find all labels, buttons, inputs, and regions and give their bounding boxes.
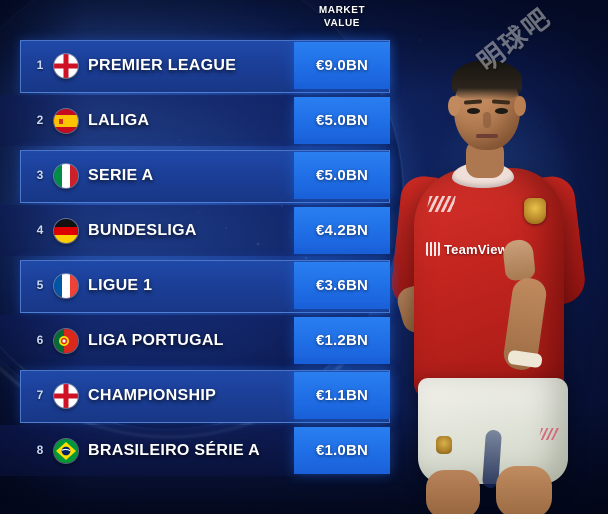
table-row[interactable]: 7 CHAMPIONSHIP €1.1BN bbox=[0, 368, 400, 423]
row-rank: 7 bbox=[36, 388, 44, 402]
row-league-name: CHAMPIONSHIP bbox=[88, 387, 217, 404]
player-ear-right bbox=[514, 96, 526, 116]
table-row[interactable]: 4 BUNDESLIGA €4.2BN bbox=[0, 203, 400, 258]
row-rank: 8 bbox=[36, 443, 44, 457]
player-thigh-right bbox=[496, 466, 552, 514]
flag-icon-brazil bbox=[54, 439, 78, 463]
market-value-header-line2: VALUE bbox=[323, 18, 361, 29]
table-row[interactable]: 8 BRASILEIRO SÉRIE A €1.0BN bbox=[0, 423, 400, 478]
row-league-name: BUNDESLIGA bbox=[88, 222, 197, 239]
flag-icon-germany bbox=[54, 219, 78, 243]
adidas-stripes-icon bbox=[426, 196, 456, 212]
flag-icon-italy bbox=[54, 164, 78, 188]
row-rank: 4 bbox=[36, 223, 44, 237]
league-ranking-list: 1 PREMIER LEAGUE €9.0BN 2 LALIGA €5.0BN 3 SERIE… bbox=[0, 38, 400, 478]
player-photo: TeamViewer bbox=[392, 0, 608, 514]
row-league-name: LALIGA bbox=[88, 112, 150, 129]
row-market-value: €9.0BN bbox=[294, 42, 390, 89]
sponsor-logo-icon bbox=[426, 242, 440, 256]
club-crest-icon bbox=[524, 198, 546, 224]
player-eye-left bbox=[467, 108, 480, 114]
player-thigh-left bbox=[426, 470, 480, 514]
player-nose bbox=[483, 112, 491, 128]
row-market-value: €5.0BN bbox=[294, 152, 390, 199]
table-row[interactable]: 2 LALIGA €5.0BN bbox=[0, 93, 400, 148]
row-league-name: LIGUE 1 bbox=[88, 277, 153, 294]
player-eye-right bbox=[495, 108, 508, 114]
player-mouth bbox=[476, 134, 498, 138]
row-league-name: LIGA PORTUGAL bbox=[88, 332, 224, 349]
player-ear-left bbox=[448, 96, 460, 116]
market-value-header: MARKET VALUE bbox=[294, 4, 390, 30]
flag-icon-portugal bbox=[54, 329, 78, 353]
table-row[interactable]: 5 LIGUE 1 €3.6BN bbox=[0, 258, 400, 313]
list-bottom-fade bbox=[0, 496, 400, 514]
row-rank: 2 bbox=[36, 113, 44, 127]
market-value-header-line1: MARKET bbox=[318, 5, 366, 16]
row-rank: 5 bbox=[36, 278, 44, 292]
flag-icon-england bbox=[54, 384, 78, 408]
shorts-crest-icon bbox=[436, 436, 452, 454]
player-hand bbox=[501, 238, 537, 282]
table-row[interactable]: 3 SERIE A €5.0BN bbox=[0, 148, 400, 203]
table-row[interactable]: 6 LIGA PORTUGAL €1.2BN bbox=[0, 313, 400, 368]
row-market-value: €3.6BN bbox=[294, 262, 390, 309]
row-market-value: €5.0BN bbox=[294, 97, 390, 144]
flag-icon-england bbox=[54, 54, 78, 78]
row-rank: 3 bbox=[36, 168, 44, 182]
sponsor-label: TeamViewer bbox=[444, 242, 521, 257]
shorts-adidas-icon bbox=[538, 428, 560, 440]
row-rank: 6 bbox=[36, 333, 44, 347]
table-row[interactable]: 1 PREMIER LEAGUE €9.0BN bbox=[0, 38, 400, 93]
row-rank: 1 bbox=[36, 58, 44, 72]
row-market-value: €1.2BN bbox=[294, 317, 390, 364]
shirt-sponsor-text: TeamViewer bbox=[426, 242, 542, 262]
row-league-name: BRASILEIRO SÉRIE A bbox=[88, 442, 260, 459]
row-league-name: PREMIER LEAGUE bbox=[88, 57, 237, 74]
row-market-value: €1.1BN bbox=[294, 372, 390, 419]
row-league-name: SERIE A bbox=[88, 167, 154, 184]
player-hair bbox=[452, 60, 522, 100]
row-market-value: €4.2BN bbox=[294, 207, 390, 254]
flag-icon-spain bbox=[54, 109, 78, 133]
row-market-value: €1.0BN bbox=[294, 427, 390, 474]
flag-icon-france bbox=[54, 274, 78, 298]
